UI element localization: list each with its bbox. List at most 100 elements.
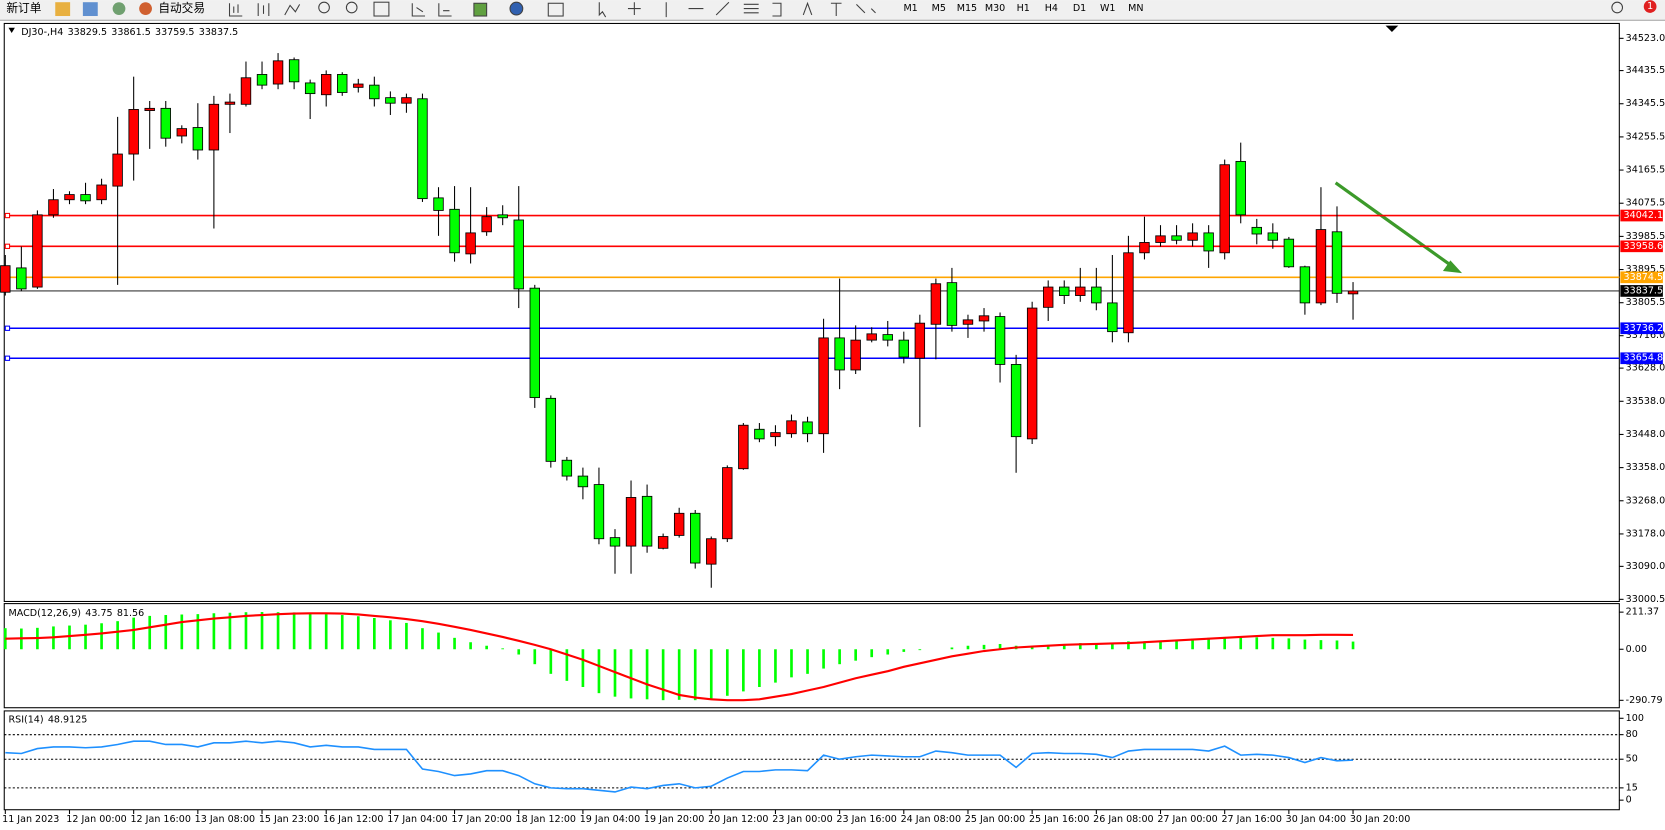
candle-body	[1251, 226, 1262, 235]
candle-body	[625, 497, 637, 547]
candle-body	[417, 98, 428, 200]
timeframe-button[interactable]: H1	[1017, 3, 1030, 14]
candle-body	[882, 334, 893, 341]
macd-header: MACD(12,26,9) 43.75 81.56	[9, 608, 145, 619]
icon[interactable]	[345, 1, 358, 14]
header-low: 33759.5	[155, 26, 194, 37]
candle-body	[1075, 286, 1086, 296]
x-tick-label: 20 Jan 12:00	[708, 814, 768, 825]
x-tick-label: 16 Jan 12:00	[323, 814, 383, 825]
x-tick-label: 19 Jan 20:00	[644, 814, 704, 825]
candle-body	[834, 337, 845, 371]
candle-body	[449, 208, 460, 254]
header-marker	[8, 27, 15, 34]
candle-body	[657, 536, 669, 549]
icon[interactable]	[112, 2, 126, 15]
price-level-label: 33958.6	[1624, 241, 1663, 252]
candle-body	[1315, 229, 1327, 304]
candle-body	[1187, 232, 1198, 241]
timeframe-button[interactable]: M15	[957, 3, 977, 14]
price-level-handle	[4, 212, 11, 219]
badge-count: 1	[1647, 1, 1653, 12]
chart-header: DJ30-,H4 33829.5 33861.5 33759.5 33837.5	[21, 26, 238, 37]
candle-body	[1059, 286, 1070, 296]
candle-body	[112, 153, 123, 187]
candle-body	[513, 219, 524, 290]
price-level-label: 33654.8	[1624, 353, 1663, 364]
price-level-tag	[1620, 271, 1663, 284]
price-level-label: 34042.1	[1624, 210, 1663, 221]
y-tick-label: 33716.0	[1626, 330, 1665, 341]
candle-body	[481, 216, 492, 233]
icon[interactable]	[509, 1, 524, 16]
icon[interactable]	[284, 4, 301, 16]
candle-body	[1091, 286, 1102, 304]
x-tick-label: 30 Jan 04:00	[1286, 814, 1346, 825]
candle-body	[1042, 286, 1054, 308]
last-price-label: 33837.5	[1624, 285, 1663, 296]
icon[interactable]	[411, 3, 426, 17]
candle-body	[818, 337, 829, 435]
new-order-button[interactable]: 新订单	[6, 1, 41, 15]
timeframe-button[interactable]: M1	[903, 3, 917, 14]
y-tick-label: 33090.0	[1626, 561, 1665, 572]
candle-body	[1203, 232, 1214, 252]
timeframe-button[interactable]: W1	[1100, 3, 1116, 14]
auto-trading-button[interactable]: 自动交易	[158, 1, 205, 15]
timeframe-button[interactable]: M30	[985, 3, 1005, 14]
rsi-line	[5, 740, 1354, 793]
main-pane	[3, 22, 1620, 603]
icon[interactable]	[228, 3, 243, 17]
icon[interactable]	[82, 2, 98, 17]
candle-body	[770, 432, 781, 438]
timeframe-button[interactable]: H4	[1045, 3, 1058, 14]
candle-body	[1155, 235, 1166, 243]
search-icon[interactable]	[1611, 1, 1624, 14]
candle-body	[1107, 302, 1118, 333]
x-tick-label: 11 Jan 2023	[2, 814, 59, 825]
y-tick-label: 33448.0	[1626, 429, 1665, 440]
icon[interactable]	[598, 1, 876, 18]
y-tick-label: 33358.0	[1626, 462, 1665, 473]
candle-body	[433, 197, 444, 211]
icon[interactable]	[373, 1, 390, 17]
candle-body	[385, 97, 396, 104]
y-tick-label: 211.37	[1626, 607, 1659, 618]
candle-body	[994, 316, 1006, 365]
candle-body	[641, 495, 653, 547]
auto-trading-icon[interactable]	[139, 2, 152, 15]
candle-body	[256, 74, 268, 86]
y-tick-label: 34435.5	[1626, 65, 1665, 76]
x-tick-label: 18 Jan 12:00	[516, 814, 576, 825]
y-tick-label: 50	[1626, 754, 1638, 765]
candle-body	[1139, 242, 1150, 254]
candle-body	[1171, 235, 1182, 241]
icon[interactable]	[257, 3, 270, 17]
notification-badge[interactable]	[1643, 0, 1657, 13]
candle-body	[64, 194, 75, 201]
candle-body	[1267, 232, 1279, 241]
x-tick-label: 23 Jan 00:00	[772, 814, 832, 825]
candle-body	[1283, 238, 1295, 268]
candle-body	[128, 109, 139, 155]
icon[interactable]	[55, 2, 71, 17]
timeframe-button[interactable]: MN	[1128, 3, 1143, 14]
timeframe-button[interactable]: D1	[1073, 3, 1086, 14]
icon[interactable]	[547, 2, 564, 17]
candle-body	[850, 339, 861, 371]
price-level-handle	[4, 243, 11, 249]
y-tick-label: -290.79	[1626, 695, 1663, 706]
x-tick-label: 26 Jan 08:00	[1093, 814, 1153, 825]
rsi-title: RSI(14)	[9, 714, 44, 725]
timeframe-button[interactable]: M5	[932, 3, 946, 14]
icon[interactable]	[318, 1, 330, 14]
candle-body	[786, 420, 797, 435]
icon[interactable]	[438, 3, 452, 17]
candle-body	[673, 512, 685, 536]
candle-body	[497, 214, 508, 219]
icon[interactable]	[473, 2, 488, 17]
toolbar	[0, 0, 1665, 21]
chart-shift-marker[interactable]	[1385, 25, 1399, 32]
x-tick-label: 19 Jan 04:00	[580, 814, 640, 825]
x-tick-label: 24 Jan 08:00	[901, 814, 961, 825]
